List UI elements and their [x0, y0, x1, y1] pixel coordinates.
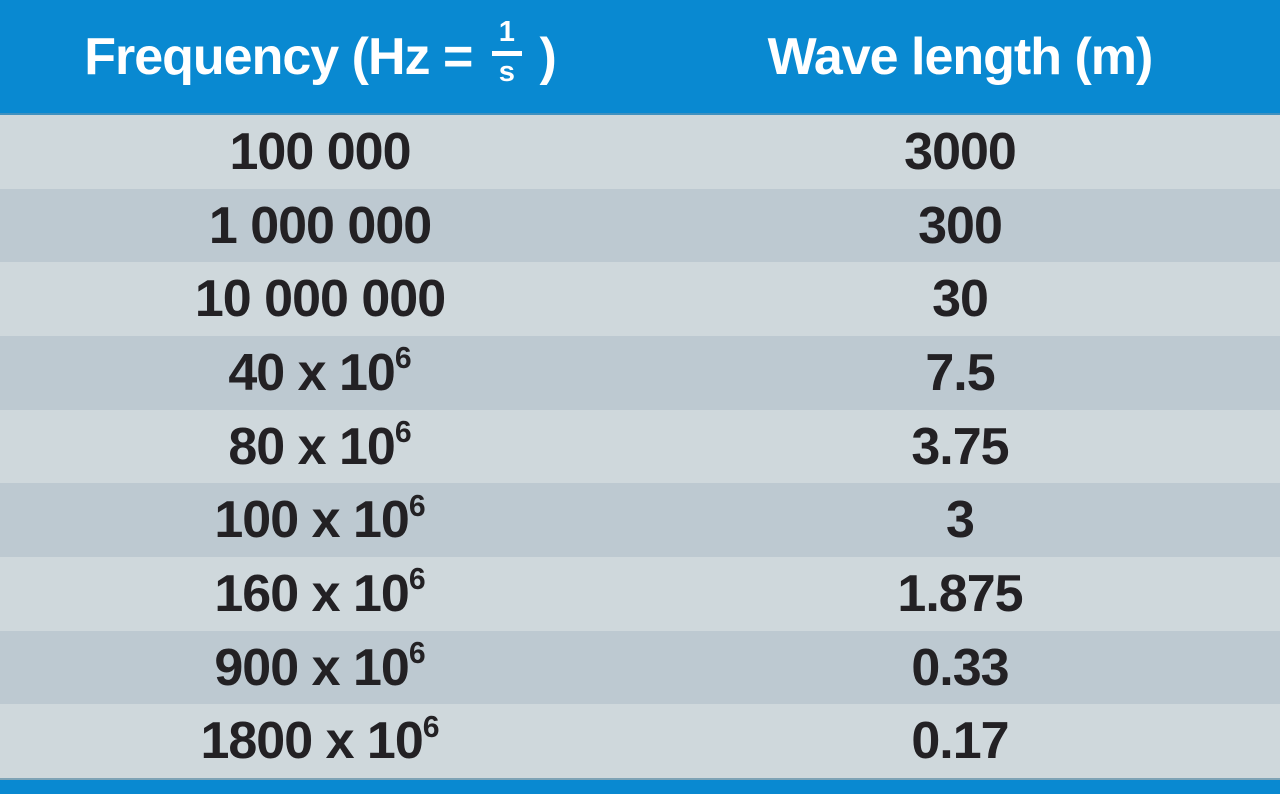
- wavelength-value: 0.17: [911, 712, 1009, 771]
- wavelength-cell: 1.875: [640, 557, 1280, 631]
- frequency-value: 900 x 10: [214, 638, 409, 697]
- frequency-value: 1 000 000: [208, 196, 432, 255]
- header-frequency-suffix: ): [526, 27, 556, 86]
- table-row: 1 000 000 300: [0, 188, 1280, 263]
- frequency-cell: 100 000: [0, 115, 640, 189]
- bottom-blue-bar: [0, 780, 1280, 794]
- frequency-value: 80 x 10: [228, 417, 395, 476]
- table-row: 1800 x 10 6 0.17: [0, 704, 1280, 779]
- table-header-row: Frequency (Hz = 1 s ) Wave length (m): [0, 0, 1280, 115]
- frequency-value: 160 x 10: [214, 564, 409, 623]
- wavelength-cell: 0.33: [640, 631, 1280, 705]
- wavelength-value: 3000: [904, 122, 1017, 181]
- frequency-cell: 40 x 10 6: [0, 336, 640, 410]
- table-row: 100 x 10 6 3: [0, 483, 1280, 558]
- fraction-one-over-s: 1 s: [491, 17, 522, 88]
- table-row: 160 x 10 6 1.875: [0, 557, 1280, 631]
- frequency-exponent: 6: [394, 415, 412, 449]
- wavelength-value: 1.875: [897, 564, 1023, 623]
- wavelength-value: 0.33: [911, 638, 1009, 697]
- frequency-cell: 10 000 000: [0, 262, 640, 336]
- frequency-exponent: 6: [422, 710, 440, 744]
- header-frequency: Frequency (Hz = 1 s ): [0, 0, 640, 113]
- wavelength-cell: 3.75: [640, 410, 1280, 484]
- frequency-cell: 100 x 10 6: [0, 483, 640, 557]
- table-body: 100 000 3000 1 000 000 300 10 000 000 30…: [0, 115, 1280, 779]
- frequency-exponent: 6: [408, 636, 426, 670]
- frequency-cell: 160 x 10 6: [0, 557, 640, 631]
- header-wavelength: Wave length (m): [640, 0, 1280, 113]
- wavelength-cell: 3: [640, 483, 1280, 557]
- wavelength-value: 3.75: [911, 417, 1009, 476]
- table-row: 100 000 3000: [0, 115, 1280, 189]
- header-wavelength-label: Wave length (m): [767, 27, 1154, 86]
- wavelength-cell: 7.5: [640, 336, 1280, 410]
- wavelength-value: 7.5: [925, 343, 995, 402]
- frequency-exponent: 6: [408, 489, 426, 523]
- wavelength-cell: 0.17: [640, 704, 1280, 778]
- header-frequency-prefix: Frequency (Hz =: [84, 27, 486, 86]
- wavelength-value: 30: [932, 270, 989, 329]
- frequency-value: 10 000 000: [194, 270, 446, 329]
- frequency-exponent: 6: [408, 563, 426, 597]
- fraction-numerator: 1: [491, 17, 522, 56]
- wavelength-cell: 30: [640, 262, 1280, 336]
- frequency-exponent: 6: [394, 342, 412, 376]
- frequency-value: 40 x 10: [228, 343, 395, 402]
- table-row: 10 000 000 30: [0, 262, 1280, 337]
- table-row: 80 x 10 6 3.75: [0, 409, 1280, 484]
- frequency-cell: 80 x 10 6: [0, 410, 640, 484]
- table-row: 900 x 10 6 0.33: [0, 630, 1280, 705]
- frequency-value: 100 x 10: [214, 491, 409, 550]
- wavelength-value: 3: [946, 491, 975, 550]
- wavelength-value: 300: [918, 196, 1003, 255]
- bottom-separator-line: [0, 778, 1280, 780]
- wavelength-cell: 3000: [640, 115, 1280, 189]
- frequency-cell: 1 000 000: [0, 189, 640, 263]
- frequency-cell: 900 x 10 6: [0, 631, 640, 705]
- frequency-cell: 1800 x 10 6: [0, 704, 640, 778]
- frequency-value: 100 000: [229, 122, 412, 181]
- table-row: 40 x 10 6 7.5: [0, 336, 1280, 410]
- wavelength-cell: 300: [640, 189, 1280, 263]
- fraction-denominator: s: [498, 55, 515, 88]
- frequency-value: 1800 x 10: [200, 712, 423, 771]
